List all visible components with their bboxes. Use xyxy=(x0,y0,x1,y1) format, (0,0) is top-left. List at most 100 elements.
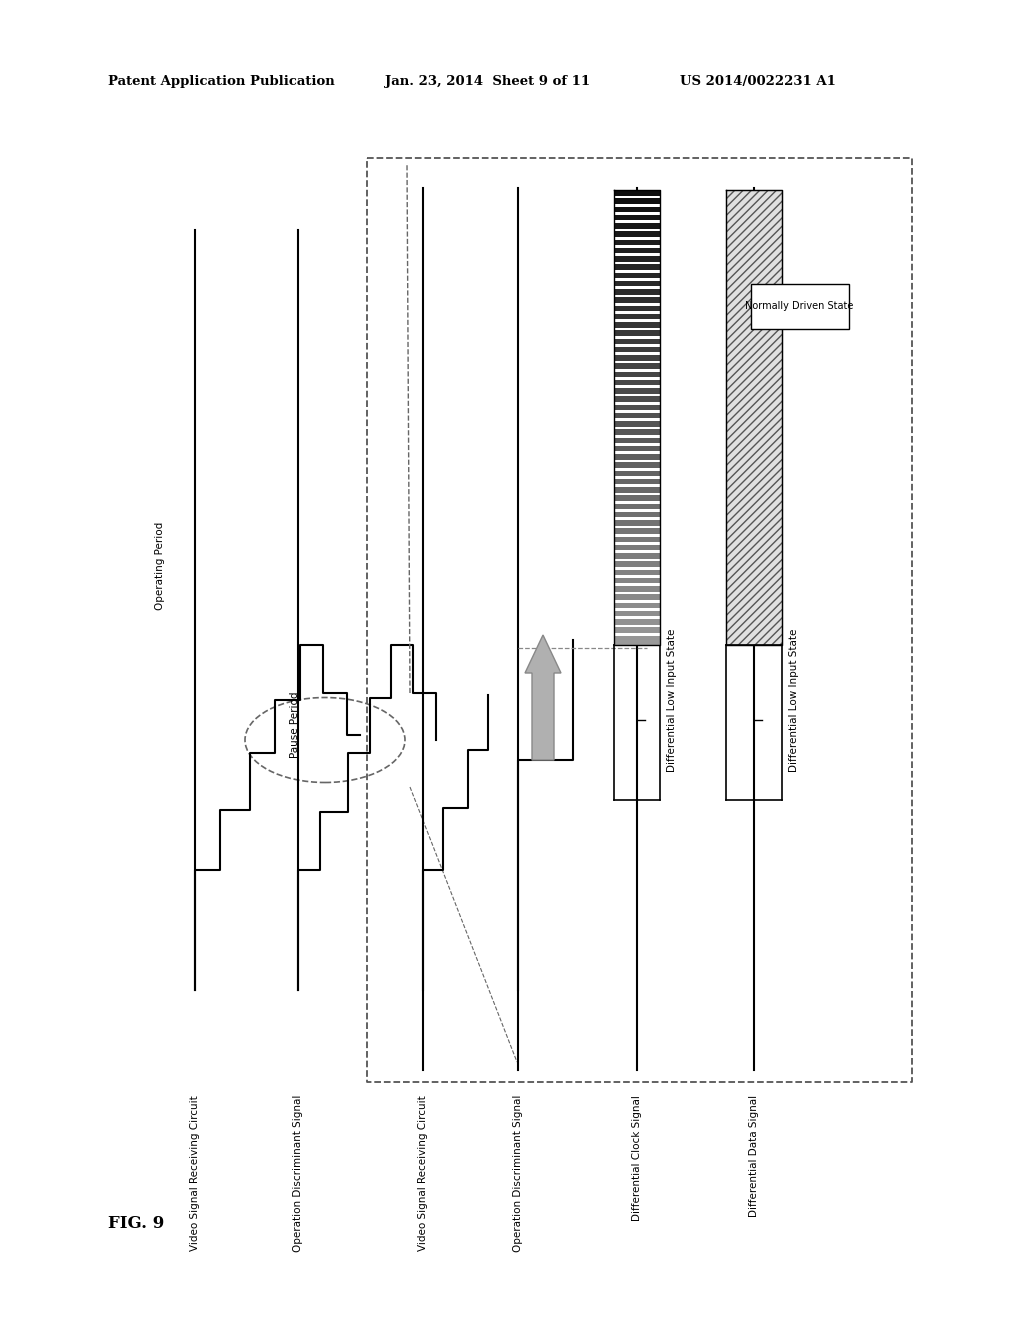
Bar xyxy=(614,215,660,220)
Bar xyxy=(614,206,660,210)
Bar xyxy=(614,569,660,576)
Text: Jan. 23, 2014  Sheet 9 of 11: Jan. 23, 2014 Sheet 9 of 11 xyxy=(385,75,590,88)
Bar xyxy=(614,396,660,399)
Bar xyxy=(614,586,660,589)
Bar xyxy=(614,635,660,642)
Bar xyxy=(614,594,660,597)
Bar xyxy=(614,643,660,645)
Bar xyxy=(614,429,660,434)
Bar xyxy=(614,446,660,449)
Bar xyxy=(614,446,660,451)
Bar xyxy=(614,314,660,317)
Bar xyxy=(614,239,660,246)
Bar xyxy=(614,512,660,517)
Bar xyxy=(614,388,660,393)
Bar xyxy=(614,611,660,616)
Bar xyxy=(614,297,660,302)
Bar xyxy=(614,190,660,645)
Bar xyxy=(614,190,660,195)
Text: Normally Driven State: Normally Driven State xyxy=(745,301,854,312)
Bar xyxy=(614,322,660,327)
Bar xyxy=(614,512,660,515)
FancyBboxPatch shape xyxy=(751,284,849,329)
Bar xyxy=(614,363,660,368)
Bar xyxy=(614,503,660,507)
Bar xyxy=(614,413,660,418)
Bar xyxy=(614,611,660,614)
Bar xyxy=(614,215,660,218)
Bar xyxy=(614,479,660,482)
Bar xyxy=(614,404,660,408)
Bar xyxy=(614,495,660,500)
Bar xyxy=(614,264,660,269)
Bar xyxy=(614,256,660,259)
Bar xyxy=(614,239,660,243)
Bar xyxy=(614,437,660,441)
Text: Operation Discriminant Signal: Operation Discriminant Signal xyxy=(293,1096,303,1253)
Text: FIG. 9: FIG. 9 xyxy=(108,1214,164,1232)
Bar xyxy=(614,355,660,360)
Bar xyxy=(614,206,660,213)
Bar xyxy=(614,594,660,599)
Bar xyxy=(614,248,660,251)
Bar xyxy=(614,578,660,583)
Bar xyxy=(614,470,660,477)
Bar xyxy=(614,198,660,203)
Bar xyxy=(614,322,660,325)
Bar xyxy=(614,553,660,558)
Bar xyxy=(614,602,660,606)
Bar xyxy=(614,198,660,201)
Text: Operating Period: Operating Period xyxy=(155,521,165,610)
Bar xyxy=(614,479,660,484)
Bar xyxy=(614,627,660,632)
Bar xyxy=(614,223,660,226)
Bar xyxy=(614,569,660,573)
Bar xyxy=(614,561,660,564)
Bar xyxy=(614,528,660,533)
Bar xyxy=(614,297,660,300)
Text: Operation Discriminant Signal: Operation Discriminant Signal xyxy=(513,1096,523,1253)
Text: Patent Application Publication: Patent Application Publication xyxy=(108,75,335,88)
Bar xyxy=(614,602,660,609)
Bar xyxy=(614,371,660,375)
Bar xyxy=(614,536,660,540)
Bar xyxy=(614,520,660,525)
Bar xyxy=(614,495,660,498)
Bar xyxy=(614,330,660,333)
Bar xyxy=(614,289,660,294)
Bar xyxy=(614,619,660,622)
Text: US 2014/0022231 A1: US 2014/0022231 A1 xyxy=(680,75,836,88)
Bar xyxy=(614,355,660,358)
Bar xyxy=(614,231,660,234)
Bar xyxy=(614,437,660,444)
Bar xyxy=(614,635,660,639)
FancyArrow shape xyxy=(525,635,561,760)
Bar xyxy=(614,561,660,566)
Bar xyxy=(614,231,660,236)
Text: Pause Period: Pause Period xyxy=(290,692,300,759)
Bar xyxy=(614,396,660,401)
Text: Video Signal Receiving Circuit: Video Signal Receiving Circuit xyxy=(190,1096,200,1251)
Bar xyxy=(614,470,660,474)
Bar xyxy=(614,371,660,378)
Bar xyxy=(614,363,660,366)
Bar xyxy=(614,586,660,591)
Text: Video Signal Receiving Circuit: Video Signal Receiving Circuit xyxy=(418,1096,428,1251)
Bar xyxy=(614,421,660,424)
Bar xyxy=(614,520,660,523)
Bar xyxy=(614,528,660,531)
Bar xyxy=(614,545,660,550)
Bar xyxy=(614,338,660,345)
Bar xyxy=(614,627,660,630)
Bar xyxy=(614,281,660,284)
Bar xyxy=(614,223,660,228)
Bar xyxy=(614,578,660,581)
Bar xyxy=(614,413,660,416)
Text: Differential Low Input State: Differential Low Input State xyxy=(667,628,677,772)
Bar xyxy=(614,462,660,465)
Bar xyxy=(614,388,660,391)
Bar xyxy=(614,380,660,385)
Bar xyxy=(614,404,660,411)
Bar xyxy=(614,545,660,548)
Text: Differential Low Input State: Differential Low Input State xyxy=(790,628,799,772)
